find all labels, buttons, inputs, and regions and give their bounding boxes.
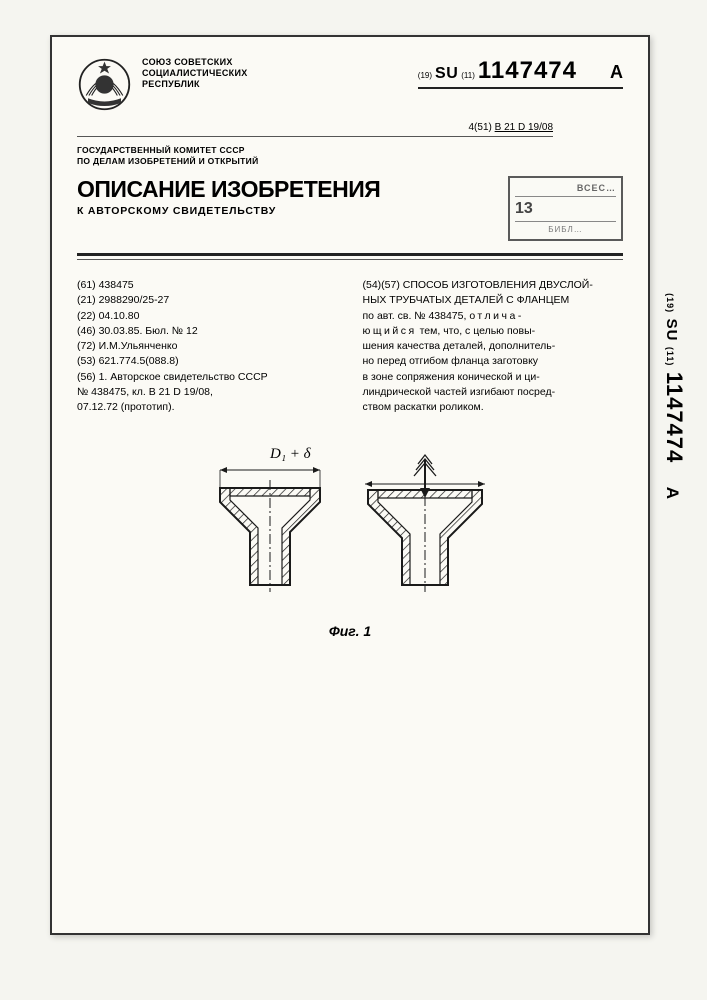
publication-id: (19) SU (11) 1147474 A: [418, 57, 623, 89]
thin-rule: [77, 259, 623, 260]
committee-text: ГОСУДАРСТВЕННЫЙ КОМИТЕТ СССР ПО ДЕЛАМ ИЗ…: [77, 145, 623, 166]
sub-title: К АВТОРСКОМУ СВИДЕТЕЛЬСТВУ: [77, 205, 498, 217]
figure-area: D₁ + δ: [77, 440, 623, 639]
stamp-divider: [515, 196, 616, 197]
figure-caption: Фиг. 1: [77, 623, 623, 639]
ussr-emblem-icon: [77, 57, 132, 112]
biblio-line: (72) И.М.Ульянченко: [77, 339, 338, 354]
committee-line: ГОСУДАРСТВЕННЫЙ КОМИТЕТ СССР: [77, 145, 623, 156]
document-page: СОЮЗ СОВЕТСКИХ СОЦИАЛИСТИЧЕСКИХ РЕСПУБЛИ…: [50, 35, 650, 935]
biblio-line: (53) 621.774.5(088.8): [77, 354, 338, 369]
figure-drawing: D₁ + δ: [190, 440, 510, 610]
pub-num-label: (11): [461, 71, 475, 80]
abstract-line: линдрической частей изгибают посред-: [363, 385, 624, 400]
stamp-mid: 13: [515, 200, 616, 218]
org-line: РЕСПУБЛИК: [142, 79, 383, 90]
pub-suffix: A: [610, 62, 623, 83]
side-num-label: (11): [665, 347, 675, 367]
side-publication-id: (19) SU (11) 1147474 A: [661, 293, 687, 500]
main-title: ОПИСАНИЕ ИЗОБРЕТЕНИЯ: [77, 176, 498, 203]
side-suffix: A: [663, 487, 682, 500]
abstract-line: ющийся тем, что, с целью повы-: [363, 324, 624, 339]
dimension-label: D₁ + δ: [269, 446, 312, 462]
side-number: 1147474: [662, 372, 687, 463]
organization-text: СОЮЗ СОВЕТСКИХ СОЦИАЛИСТИЧЕСКИХ РЕСПУБЛИ…: [142, 57, 383, 89]
biblio-line: 07.12.72 (прототип).: [77, 400, 338, 415]
side-prefix: SU: [663, 319, 680, 342]
biblio-line: (21) 2988290/25-27: [77, 293, 338, 308]
abstract-line: шения качества деталей, дополнитель-: [363, 339, 624, 354]
stamp-top: ВСЕС…: [515, 183, 616, 193]
header-row: СОЮЗ СОВЕТСКИХ СОЦИАЛИСТИЧЕСКИХ РЕСПУБЛИ…: [77, 57, 623, 112]
biblio-line: (46) 30.03.85. Бюл. № 12: [77, 324, 338, 339]
abstract-line: по авт. св. № 438475, отлича-: [363, 309, 624, 324]
biblio-line: (56) 1. Авторское свидетельство СССР: [77, 370, 338, 385]
class-label: 4(51): [468, 122, 491, 133]
class-code: B 21 D 19/08: [495, 122, 553, 133]
pub-number: 1147474: [478, 57, 577, 85]
org-line: СОЮЗ СОВЕТСКИХ: [142, 57, 383, 68]
committee-line: ПО ДЕЛАМ ИЗОБРЕТЕНИЙ И ОТКРЫТИЙ: [77, 156, 623, 167]
biblio-line: (61) 438475: [77, 278, 338, 293]
abstract-line: но перед отгибом фланца заготовку: [363, 354, 624, 369]
title-row: ОПИСАНИЕ ИЗОБРЕТЕНИЯ К АВТОРСКОМУ СВИДЕТ…: [77, 176, 623, 241]
stamp-bot: БИБЛ…: [515, 225, 616, 234]
stamp-divider: [515, 221, 616, 222]
library-stamp: ВСЕС… 13 БИБЛ…: [508, 176, 623, 241]
abstract-line: ством раскатки роликом.: [363, 400, 624, 415]
side-prefix-label: (19): [665, 293, 675, 313]
org-line: СОЦИАЛИСТИЧЕСКИХ: [142, 68, 383, 79]
biblio-line: № 438475, кл. B 21 D 19/08,: [77, 385, 338, 400]
classification-line: 4(51) B 21 D 19/08: [77, 122, 553, 137]
body-columns: (61) 438475 (21) 2988290/25-27 (22) 04.1…: [77, 278, 623, 415]
abstract-line: в зоне сопряжения конической и ци-: [363, 370, 624, 385]
abstract-title: (54)(57) СПОСОБ ИЗГОТОВЛЕНИЯ ДВУСЛОЙ-: [363, 278, 624, 293]
biblio-line: (22) 04.10.80: [77, 309, 338, 324]
left-column: (61) 438475 (21) 2988290/25-27 (22) 04.1…: [77, 278, 338, 415]
title-block: ОПИСАНИЕ ИЗОБРЕТЕНИЯ К АВТОРСКОМУ СВИДЕТ…: [77, 176, 498, 217]
thick-rule: [77, 253, 623, 256]
right-column: (54)(57) СПОСОБ ИЗГОТОВЛЕНИЯ ДВУСЛОЙ- НЫ…: [363, 278, 624, 415]
abstract-title: НЫХ ТРУБЧАТЫХ ДЕТАЛЕЙ С ФЛАНЦЕМ: [363, 293, 624, 308]
pub-prefix: SU: [435, 65, 458, 83]
pub-prefix-label: (19): [418, 71, 432, 80]
